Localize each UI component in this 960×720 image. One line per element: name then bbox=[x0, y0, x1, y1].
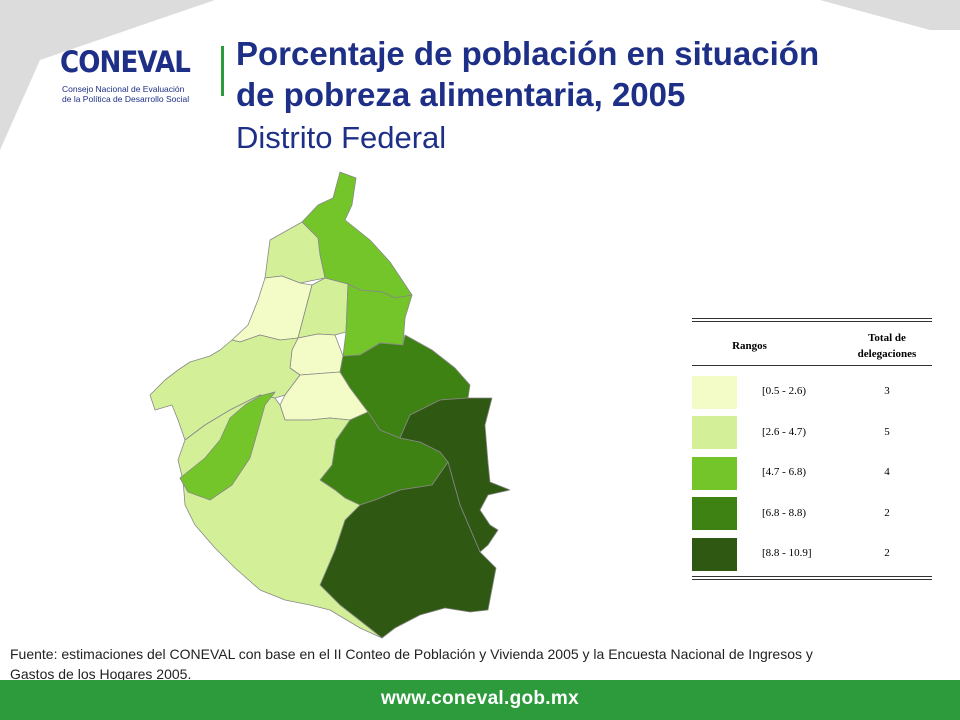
legend-range: [0.5 - 2.6) bbox=[762, 385, 806, 397]
legend-range: [8.8 - 10.9] bbox=[762, 547, 812, 559]
title-accent-bar bbox=[221, 46, 224, 96]
legend-count: 2 bbox=[884, 507, 890, 519]
legend-count: 2 bbox=[884, 547, 890, 559]
legend-range: [4.7 - 6.8) bbox=[762, 466, 806, 478]
source-note: Fuente: estimaciones del CONEVAL con bas… bbox=[10, 646, 813, 682]
page-subtitle: Distrito Federal bbox=[236, 120, 447, 155]
legend-swatch bbox=[692, 497, 737, 530]
legend-swatch bbox=[692, 376, 737, 409]
legend-count: 3 bbox=[884, 385, 890, 397]
legend-header-range: Rangos bbox=[732, 340, 767, 352]
logo-subtitle: Consejo Nacional de Evaluación de la Pol… bbox=[62, 84, 190, 104]
map-region-southwest-strip-top bbox=[179, 391, 276, 501]
legend-range: [2.6 - 4.7) bbox=[762, 426, 806, 438]
logo-wordmark: CONEVAL bbox=[60, 45, 191, 79]
legend-table: Rangos Total de delegaciones [0.5 - 2.6)… bbox=[692, 318, 932, 582]
footer-bar: www.coneval.gob.mx bbox=[0, 680, 960, 720]
corner-decoration-left bbox=[0, 0, 215, 150]
legend-swatch bbox=[692, 416, 737, 449]
corner-decoration-right bbox=[820, 0, 960, 30]
map-region-east-center-north bbox=[342, 283, 413, 357]
legend-swatch bbox=[692, 538, 737, 571]
footer-url: www.coneval.gob.mx bbox=[381, 688, 579, 709]
map-region-far-east bbox=[399, 397, 510, 553]
legend-count: 4 bbox=[884, 466, 890, 478]
legend-swatch bbox=[692, 457, 737, 490]
page-title: Porcentaje de población en situación de … bbox=[236, 35, 820, 113]
legend-header-total: Total de delegaciones bbox=[857, 332, 917, 360]
legend-range: [6.8 - 8.8) bbox=[762, 507, 806, 519]
legend-count: 5 bbox=[884, 426, 890, 438]
map-region-center bbox=[289, 333, 344, 376]
choropleth-map bbox=[149, 171, 510, 639]
coneval-logo: CONEVAL Consejo Nacional de Evaluación d… bbox=[58, 44, 208, 114]
